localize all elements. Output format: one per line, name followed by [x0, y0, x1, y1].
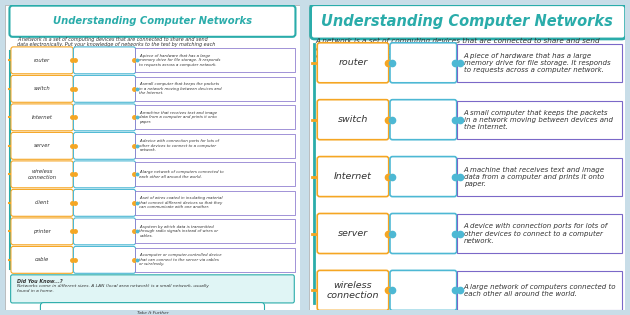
- FancyBboxPatch shape: [11, 132, 73, 159]
- Text: A piece of hardware that has a large
memory drive for file storage. It responds
: A piece of hardware that has a large mem…: [139, 54, 221, 67]
- Text: Take It Further
Can you think of some advantages of using a computer network?: Take It Further Can you think of some ad…: [81, 311, 224, 315]
- Text: Internet: Internet: [334, 172, 372, 181]
- Text: Understanding Computer Networks: Understanding Computer Networks: [53, 16, 252, 26]
- FancyBboxPatch shape: [74, 246, 135, 273]
- FancyBboxPatch shape: [11, 189, 73, 216]
- Text: A small computer that keeps the packets
in a network moving between devices and
: A small computer that keeps the packets …: [139, 82, 222, 95]
- Text: A large network of computers connected to
each other all around the world.: A large network of computers connected t…: [464, 284, 616, 297]
- Text: switch: switch: [338, 115, 368, 124]
- FancyBboxPatch shape: [74, 104, 135, 131]
- Text: client: client: [35, 200, 49, 205]
- FancyBboxPatch shape: [135, 49, 295, 72]
- FancyBboxPatch shape: [9, 6, 295, 37]
- FancyBboxPatch shape: [390, 214, 457, 254]
- Text: A machine that receives text and image
data from a computer and prints it onto
p: A machine that receives text and image d…: [139, 111, 217, 124]
- Text: router: router: [34, 58, 50, 63]
- FancyBboxPatch shape: [135, 248, 295, 272]
- Text: A small computer that keeps the packets
in a network moving between devices and
: A small computer that keeps the packets …: [464, 110, 612, 130]
- FancyBboxPatch shape: [457, 215, 622, 253]
- FancyBboxPatch shape: [74, 218, 135, 245]
- FancyBboxPatch shape: [40, 303, 265, 315]
- Text: wireless
connection: wireless connection: [327, 281, 379, 300]
- FancyBboxPatch shape: [457, 158, 622, 196]
- FancyBboxPatch shape: [318, 157, 389, 197]
- Text: server: server: [338, 229, 368, 238]
- Text: A machine that receives text and image
data from a computer and prints it onto
p: A machine that receives text and image d…: [464, 166, 605, 187]
- FancyBboxPatch shape: [390, 270, 457, 310]
- Text: A system by which data is transmitted
through radio signals instead of wires or
: A system by which data is transmitted th…: [139, 225, 219, 238]
- FancyBboxPatch shape: [135, 134, 295, 158]
- FancyBboxPatch shape: [11, 218, 73, 245]
- FancyBboxPatch shape: [74, 132, 135, 159]
- FancyBboxPatch shape: [318, 270, 389, 310]
- FancyBboxPatch shape: [74, 75, 135, 102]
- Text: Networks come in different sizes. A LAN (local area network) is a small network,: Networks come in different sizes. A LAN …: [17, 284, 209, 293]
- FancyBboxPatch shape: [11, 161, 73, 188]
- Text: A computer or computer-controlled device
that can connect to the server via cabl: A computer or computer-controlled device…: [139, 253, 222, 266]
- FancyBboxPatch shape: [318, 214, 389, 254]
- Text: switch: switch: [34, 86, 50, 91]
- FancyBboxPatch shape: [74, 47, 135, 74]
- Text: server: server: [34, 143, 50, 148]
- Text: A device with connection ports for lots of
other devices to connect to a compute: A device with connection ports for lots …: [464, 223, 608, 243]
- FancyBboxPatch shape: [390, 100, 457, 140]
- FancyBboxPatch shape: [135, 191, 295, 215]
- FancyBboxPatch shape: [135, 77, 295, 101]
- FancyBboxPatch shape: [309, 5, 625, 310]
- Text: A network is a set of computing devices that are connected to share and send
dat: A network is a set of computing devices …: [316, 38, 611, 59]
- FancyBboxPatch shape: [135, 106, 295, 129]
- FancyBboxPatch shape: [11, 275, 294, 303]
- FancyBboxPatch shape: [390, 43, 457, 83]
- FancyBboxPatch shape: [11, 47, 73, 74]
- Text: A large network of computers connected to
each other all around the world.: A large network of computers connected t…: [139, 170, 224, 179]
- FancyBboxPatch shape: [11, 75, 73, 102]
- FancyBboxPatch shape: [135, 163, 295, 186]
- Text: A piece of hardware that has a large
memory drive for file storage. It responds
: A piece of hardware that has a large mem…: [464, 53, 610, 73]
- Text: Did You Know...?: Did You Know...?: [17, 279, 62, 284]
- FancyBboxPatch shape: [74, 189, 135, 216]
- Text: Understanding Computer Networks: Understanding Computer Networks: [321, 14, 613, 29]
- FancyBboxPatch shape: [318, 100, 389, 140]
- FancyBboxPatch shape: [311, 5, 626, 39]
- FancyBboxPatch shape: [135, 220, 295, 243]
- Text: router: router: [338, 58, 367, 67]
- Text: Internet: Internet: [32, 115, 53, 120]
- FancyBboxPatch shape: [11, 246, 73, 273]
- Text: printer: printer: [33, 229, 51, 234]
- FancyBboxPatch shape: [457, 100, 622, 139]
- FancyBboxPatch shape: [390, 157, 457, 197]
- FancyBboxPatch shape: [5, 5, 300, 310]
- Text: A set of wires coated in insulating material
that connect different devices so t: A set of wires coated in insulating mate…: [139, 196, 223, 209]
- Text: A device with connection ports for lots of
other devices to connect to a compute: A device with connection ports for lots …: [139, 139, 219, 152]
- FancyBboxPatch shape: [318, 43, 389, 83]
- FancyBboxPatch shape: [457, 44, 622, 82]
- FancyBboxPatch shape: [74, 161, 135, 188]
- Text: cable: cable: [35, 257, 49, 262]
- Text: wireless
connection: wireless connection: [28, 169, 57, 180]
- FancyBboxPatch shape: [457, 271, 622, 310]
- Text: A network is a set of computing devices that are connected to share and send
dat: A network is a set of computing devices …: [17, 37, 215, 53]
- FancyBboxPatch shape: [11, 104, 73, 131]
